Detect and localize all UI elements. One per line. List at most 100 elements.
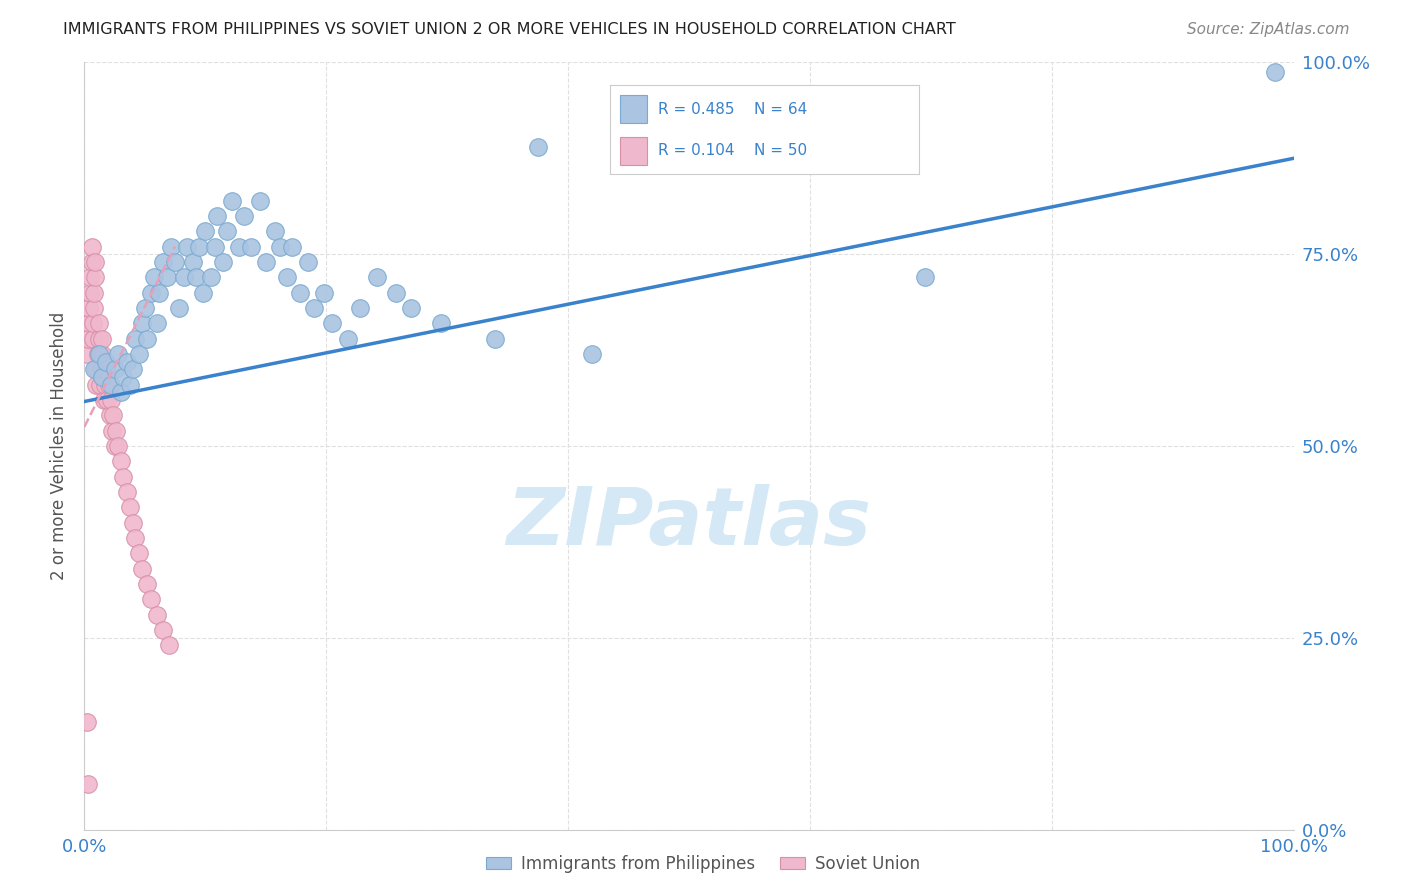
- Point: [312, 285, 335, 300]
- Point: [115, 354, 138, 368]
- Point: [96, 392, 118, 407]
- Point: [288, 285, 311, 300]
- Point: [215, 224, 238, 238]
- Point: [91, 332, 114, 346]
- Point: [110, 385, 132, 400]
- Point: [139, 592, 162, 607]
- Point: [155, 270, 177, 285]
- Point: [79, 270, 101, 285]
- Point: [136, 577, 159, 591]
- Point: [91, 347, 114, 361]
- Point: [77, 332, 100, 346]
- Point: [77, 776, 100, 790]
- Point: [484, 332, 506, 346]
- Point: [914, 270, 936, 285]
- Point: [86, 347, 108, 361]
- Point: [160, 239, 183, 253]
- Point: [87, 316, 110, 330]
- Point: [581, 347, 603, 361]
- Point: [264, 224, 287, 238]
- Point: [276, 270, 298, 285]
- Point: [100, 392, 122, 407]
- Point: [89, 377, 111, 392]
- Point: [94, 354, 117, 368]
- Point: [336, 332, 359, 346]
- Point: [152, 255, 174, 269]
- Point: [80, 255, 103, 269]
- Point: [107, 347, 129, 361]
- Point: [83, 285, 105, 300]
- Point: [146, 607, 169, 622]
- Point: [152, 623, 174, 637]
- Point: [136, 332, 159, 346]
- Point: [77, 301, 100, 315]
- Point: [97, 377, 120, 392]
- Point: [212, 255, 235, 269]
- Point: [104, 362, 127, 376]
- Point: [121, 362, 143, 376]
- Point: [83, 301, 105, 315]
- Point: [194, 224, 217, 238]
- Text: IMMIGRANTS FROM PHILIPPINES VS SOVIET UNION 2 OR MORE VEHICLES IN HOUSEHOLD CORR: IMMIGRANTS FROM PHILIPPINES VS SOVIET UN…: [63, 22, 956, 37]
- Point: [184, 270, 207, 285]
- Point: [112, 469, 135, 483]
- Point: [124, 531, 146, 545]
- Point: [77, 316, 100, 330]
- Point: [281, 239, 304, 253]
- Point: [165, 255, 187, 269]
- Point: [176, 239, 198, 253]
- Point: [249, 194, 271, 208]
- Point: [349, 301, 371, 315]
- Point: [121, 516, 143, 530]
- Point: [134, 301, 156, 315]
- Point: [80, 239, 103, 253]
- Point: [84, 255, 107, 269]
- Point: [86, 377, 108, 392]
- Point: [76, 715, 98, 730]
- Point: [221, 194, 243, 208]
- Y-axis label: 2 or more Vehicles in Household: 2 or more Vehicles in Household: [51, 312, 69, 580]
- Point: [269, 239, 291, 253]
- Point: [188, 239, 211, 253]
- Text: ZIPatlas: ZIPatlas: [506, 483, 872, 562]
- Point: [84, 270, 107, 285]
- Point: [120, 377, 142, 392]
- Point: [204, 239, 226, 253]
- Point: [90, 362, 112, 376]
- Point: [157, 639, 180, 653]
- Point: [233, 209, 256, 223]
- Point: [527, 140, 550, 154]
- Point: [131, 562, 153, 576]
- Point: [82, 316, 104, 330]
- Point: [110, 454, 132, 468]
- Point: [207, 209, 229, 223]
- Point: [148, 285, 170, 300]
- Point: [82, 332, 104, 346]
- Point: [128, 546, 150, 560]
- Point: [87, 332, 110, 346]
- Point: [254, 255, 277, 269]
- Point: [302, 301, 325, 315]
- Point: [112, 370, 135, 384]
- Point: [91, 370, 114, 384]
- Point: [128, 347, 150, 361]
- Point: [173, 270, 195, 285]
- Point: [240, 239, 263, 253]
- Point: [107, 439, 129, 453]
- Point: [146, 316, 169, 330]
- Point: [321, 316, 343, 330]
- Point: [228, 239, 250, 253]
- Point: [143, 270, 166, 285]
- Point: [115, 485, 138, 500]
- Point: [139, 285, 162, 300]
- Point: [76, 347, 98, 361]
- Point: [98, 409, 121, 423]
- Point: [124, 332, 146, 346]
- Point: [86, 362, 108, 376]
- Point: [1264, 64, 1286, 78]
- Text: Source: ZipAtlas.com: Source: ZipAtlas.com: [1187, 22, 1350, 37]
- Point: [167, 301, 190, 315]
- Point: [94, 362, 117, 376]
- Point: [101, 424, 124, 438]
- Point: [94, 377, 117, 392]
